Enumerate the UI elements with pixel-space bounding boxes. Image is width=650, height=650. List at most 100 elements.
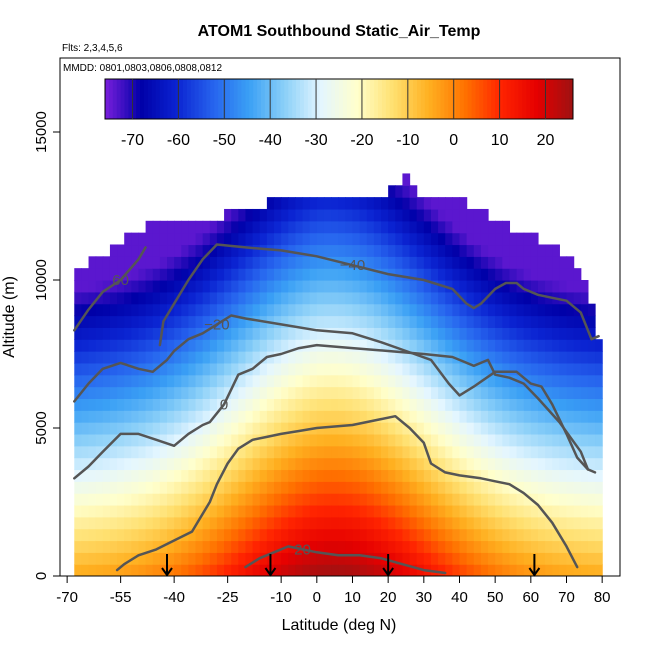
- heatmap-cell: [495, 445, 503, 459]
- heatmap-cell: [209, 433, 218, 447]
- heatmap-cell: [245, 469, 254, 482]
- heatmap-cell: [359, 280, 368, 293]
- heatmap-cell: [459, 232, 468, 246]
- heatmap-cell: [452, 327, 461, 340]
- heatmap-cell: [331, 398, 339, 411]
- heatmap-cell: [438, 445, 446, 459]
- heatmap-cell: [502, 386, 511, 399]
- heatmap-cell: [502, 516, 511, 530]
- heatmap-cell: [352, 256, 361, 269]
- heatmap-cell: [495, 457, 503, 471]
- heatmap-cell: [195, 410, 204, 423]
- heatmap-cell: [523, 493, 532, 506]
- heatmap-cell: [281, 339, 289, 352]
- heatmap-cell: [188, 422, 197, 435]
- heatmap-cell: [274, 422, 282, 435]
- heatmap-cell: [423, 208, 432, 222]
- heatmap-cell: [523, 351, 532, 364]
- heatmap-cell: [281, 398, 289, 411]
- colorbar-segment: [420, 79, 426, 119]
- heatmap-cell: [466, 220, 475, 234]
- heatmap-cell: [559, 433, 568, 447]
- heatmap-cell: [373, 197, 382, 210]
- heatmap-cell: [366, 516, 375, 530]
- heatmap-cell: [316, 552, 325, 565]
- heatmap-cell: [309, 398, 318, 411]
- heatmap-cell: [530, 493, 539, 506]
- heatmap-cell: [224, 469, 232, 482]
- heatmap-cell: [152, 232, 161, 246]
- heatmap-cell: [480, 386, 489, 399]
- heatmap-cell: [95, 552, 104, 565]
- x-tick-label: -70: [56, 589, 78, 606]
- heatmap-cell: [488, 504, 496, 518]
- heatmap-cell: [552, 481, 560, 494]
- heatmap-cell: [459, 564, 468, 576]
- heatmap-cell: [502, 268, 511, 281]
- heatmap-cell: [530, 481, 539, 494]
- heatmap-cell: [381, 291, 389, 305]
- heatmap-cell: [209, 327, 218, 340]
- heatmap-cell: [209, 493, 218, 506]
- heatmap-cell: [159, 422, 168, 435]
- heatmap-cell: [188, 351, 197, 364]
- heatmap-cell: [537, 481, 546, 494]
- heatmap-cell: [373, 445, 382, 459]
- heatmap-cell: [152, 516, 161, 530]
- heatmap-cell: [95, 351, 104, 364]
- heatmap-cell: [388, 197, 396, 210]
- heatmap-cell: [466, 493, 475, 506]
- colorbar-segment: [319, 79, 324, 119]
- heatmap-cell: [202, 481, 211, 494]
- heatmap-cell: [445, 256, 453, 269]
- heatmap-cell: [238, 481, 247, 494]
- heatmap-cell: [395, 481, 404, 494]
- heatmap-cell: [402, 504, 411, 518]
- heatmap-cell: [188, 386, 197, 399]
- heatmap-cell: [438, 516, 446, 530]
- heatmap-cell: [224, 280, 232, 293]
- heatmap-cell: [438, 481, 446, 494]
- heatmap-cell: [445, 422, 453, 435]
- colorbar-segment: [491, 79, 496, 119]
- heatmap-cell: [480, 303, 489, 317]
- heatmap-cell: [195, 280, 204, 293]
- heatmap-cell: [117, 244, 125, 257]
- heatmap-cell: [331, 410, 339, 423]
- heatmap-cell: [124, 540, 132, 553]
- heatmap-cell: [388, 244, 396, 257]
- heatmap-cell: [109, 339, 118, 352]
- heatmap-cell: [202, 268, 211, 281]
- heatmap-cell: [331, 445, 339, 459]
- heatmap-cell: [331, 528, 339, 542]
- colorbar-segment: [296, 79, 301, 119]
- heatmap-cell: [117, 504, 125, 518]
- heatmap-cell: [502, 303, 511, 317]
- heatmap-cell: [331, 481, 339, 494]
- heatmap-cell: [102, 493, 111, 506]
- heatmap-cell: [423, 291, 432, 305]
- heatmap-cell: [288, 469, 297, 482]
- heatmap-cell: [423, 303, 432, 317]
- heatmap-cell: [159, 244, 168, 257]
- heatmap-cell: [402, 327, 411, 340]
- heatmap: [74, 173, 603, 576]
- heatmap-cell: [537, 291, 546, 305]
- heatmap-cell: [466, 351, 475, 364]
- heatmap-cell: [181, 398, 189, 411]
- heatmap-cell: [138, 327, 147, 340]
- heatmap-cell: [331, 197, 339, 210]
- heatmap-cell: [281, 493, 289, 506]
- heatmap-cell: [466, 564, 475, 576]
- heatmap-cell: [359, 351, 368, 364]
- heatmap-cell: [145, 504, 154, 518]
- heatmap-cell: [109, 410, 118, 423]
- heatmap-cell: [331, 268, 339, 281]
- heatmap-cell: [552, 564, 560, 576]
- heatmap-cell: [352, 528, 361, 542]
- heatmap-cell: [102, 410, 111, 423]
- heatmap-cell: [74, 552, 82, 565]
- heatmap-cell: [580, 291, 589, 305]
- heatmap-cell: [338, 362, 346, 376]
- heatmap-cell: [152, 422, 161, 435]
